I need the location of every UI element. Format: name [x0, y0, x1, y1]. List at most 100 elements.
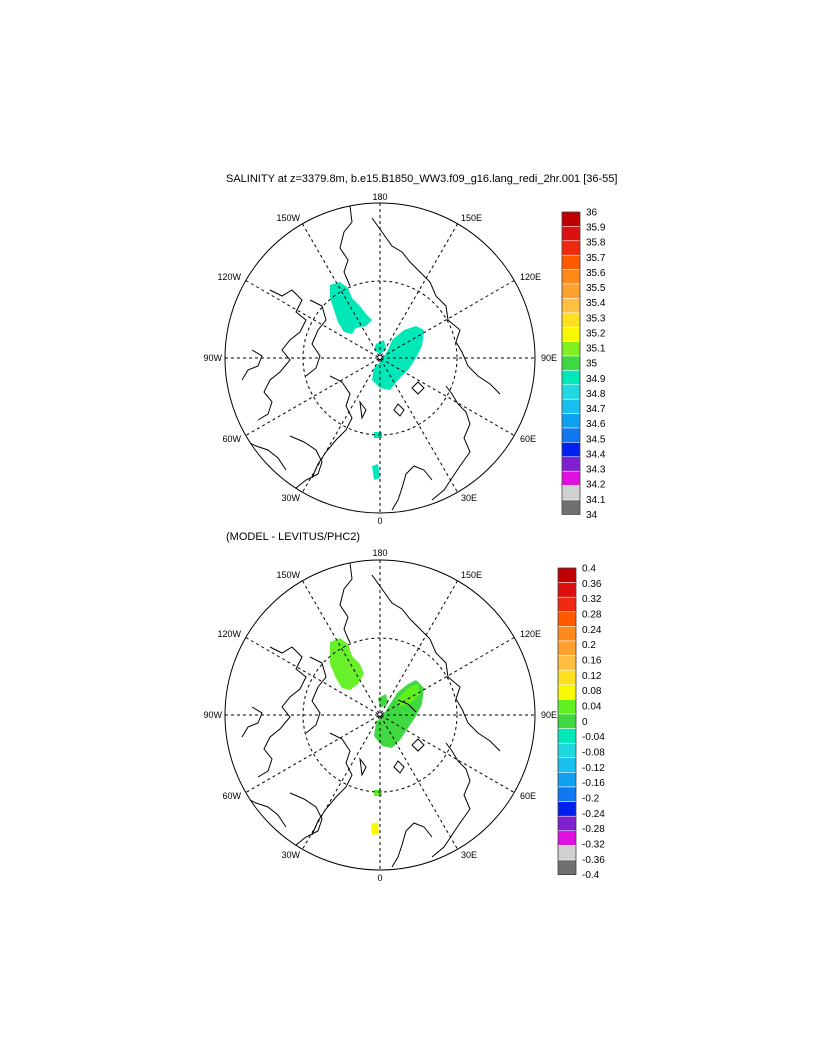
top-lon-label-90e: 90E: [541, 353, 557, 363]
top-colorbar-swatch-13: [561, 398, 581, 414]
top-colorbar-label-4: 35.6: [586, 268, 606, 279]
bottom-colorbar-label-9: 0.04: [582, 701, 602, 712]
bottom-field-region-5: [374, 790, 382, 796]
top-colorbar-swatch-18: [561, 470, 581, 486]
top-colorbar-label-2: 35.8: [586, 238, 606, 249]
top-colorbar-label-18: 34.2: [586, 480, 606, 491]
top-colorbar-label-3: 35.7: [586, 253, 606, 264]
bottom-lon-label-90e: 90E: [541, 710, 557, 720]
top-colorbar-swatch-2: [561, 240, 581, 256]
top-colorbar-label-17: 34.3: [586, 465, 606, 476]
bottom-colorbar-label-5: 0.2: [582, 640, 596, 651]
top-lon-label-150e: 150E: [461, 213, 482, 223]
bottom-colorbar-label-2: 0.32: [582, 594, 602, 605]
bottom-colorbar-label-10: 0: [582, 717, 588, 728]
top-colorbar-swatch-0: [561, 211, 581, 227]
top-colorbar-label-10: 35: [586, 359, 598, 370]
top-lon-label-120e: 120E: [520, 272, 541, 282]
bottom-lon-label-150e: 150E: [461, 570, 482, 580]
bottom-field-region-6: [371, 822, 379, 835]
top-colorbar-swatch-15: [561, 427, 581, 443]
top-colorbar-swatch-5: [561, 283, 581, 299]
bottom-field-region-3: [396, 684, 420, 706]
bottom-colorbar-swatch-13: [557, 757, 577, 773]
bottom-colorbar-label-3: 0.28: [582, 609, 602, 620]
bottom-lon-label-30w: 30W: [281, 850, 300, 860]
bottom-coastlines: [241, 562, 501, 868]
top-coastlines: [241, 205, 501, 511]
bottom-colorbar-swatch-11: [557, 728, 577, 744]
top-map-fields: [241, 205, 501, 511]
top-lon-label-0: 0: [377, 516, 382, 526]
bottom-colorbar-swatch-9: [557, 699, 577, 715]
top-lon-label-30w: 30W: [281, 493, 300, 503]
bottom-colorbar-swatch-17: [557, 815, 577, 832]
bottom-colorbar-label-0: 0.4: [582, 564, 596, 575]
bottom-colorbar-label-8: 0.08: [582, 686, 602, 697]
top-lon-label-90w: 90W: [203, 353, 222, 363]
top-colorbar-label-13: 34.7: [586, 404, 606, 415]
top-field-region-5: [372, 464, 380, 480]
bottom-colorbar-swatch-0: [557, 567, 577, 583]
top-map-title: SALINITY at z=3379.8m, b.e15.B1850_WW3.f…: [226, 173, 618, 185]
bottom-colorbar-label-19: -0.36: [582, 855, 605, 866]
top-colorbar-swatch-9: [561, 341, 581, 357]
bottom-lon-label-60e: 60E: [520, 791, 536, 801]
top-lon-label-120w: 120W: [217, 272, 241, 282]
bottom-colorbar-label-20: -0.4: [582, 870, 600, 881]
bottom-colorbar-label-6: 0.16: [582, 655, 602, 666]
bottom-lon-label-0: 0: [377, 873, 382, 883]
bottom-colorbar-swatch-8: [557, 684, 577, 700]
bottom-lon-label-150w: 150W: [276, 570, 300, 580]
top-colorbar-swatch-8: [561, 326, 581, 342]
bottom-colorbar-swatch-19: [557, 845, 577, 861]
top-colorbar-label-19: 34.1: [586, 495, 606, 506]
top-colorbar-swatch-11: [561, 370, 581, 386]
bottom-map-title: (MODEL - LEVITUS/PHC2): [226, 531, 361, 543]
top-colorbar-label-1: 35.9: [586, 223, 606, 234]
top-colorbar-swatch-14: [561, 413, 581, 429]
bottom-colorbar-label-18: -0.32: [582, 839, 605, 850]
top-colorbar-label-6: 35.4: [586, 298, 606, 309]
top-colorbar-swatch-19: [561, 485, 581, 501]
top-colorbar-label-7: 35.3: [586, 313, 606, 324]
top-colorbar-label-9: 35.1: [586, 344, 606, 355]
bottom-lon-label-90w: 90W: [203, 710, 222, 720]
bottom-graticule: [225, 560, 535, 870]
top-lon-label-150w: 150W: [276, 213, 300, 223]
bottom-colorbar-swatch-14: [557, 772, 577, 788]
bottom-colorbar-swatch-7: [557, 669, 577, 686]
bottom-colorbar-swatch-2: [557, 596, 577, 613]
top-colorbar-label-15: 34.5: [586, 434, 606, 445]
bottom-lon-label-120e: 120E: [520, 629, 541, 639]
top-colorbar-swatch-20: [561, 499, 581, 515]
top-field-region-2: [372, 326, 424, 390]
bottom-lon-label-120w: 120W: [217, 629, 241, 639]
top-colorbar: 36 35.9 35.8 35.7 35.6 35.5 35.4 35.3 35.2 35.1 35…: [561, 208, 606, 521]
top-graticule: [225, 203, 535, 513]
top-colorbar-swatch-1: [561, 226, 581, 242]
bottom-colorbar-label-12: -0.08: [582, 747, 605, 758]
bottom-colorbar-swatch-6: [557, 655, 577, 671]
bottom-colorbar-label-4: 0.24: [582, 625, 602, 636]
top-colorbar-label-20: 34: [586, 510, 598, 521]
top-lon-label-180: 180: [372, 192, 387, 202]
top-colorbar-swatch-3: [561, 254, 581, 270]
bottom-colorbar-label-7: 0.12: [582, 671, 602, 682]
bottom-colorbar-swatch-18: [557, 830, 577, 846]
bottom-lon-label-60w: 60W: [222, 791, 241, 801]
bottom-colorbar-label-15: -0.2: [582, 793, 600, 804]
bottom-colorbar-label-16: -0.24: [582, 809, 605, 820]
bottom-colorbar: 0.4 0.36 0.32 0.28 0.24 0.2 0.16 0.12 0.08 0.04 0 -…: [557, 564, 605, 881]
top-polar-map: 180 0 90W 90E 150W 120W 60W 30W 150E 120…: [203, 192, 605, 526]
top-colorbar-label-5: 35.5: [586, 283, 606, 294]
bottom-colorbar-label-1: 0.36: [582, 579, 602, 590]
bottom-polar-map: 180 0 90W 90E 150W 120W 60W 30W 150E 120…: [203, 548, 605, 883]
top-colorbar-label-0: 36: [586, 208, 598, 219]
top-colorbar-border: [561, 211, 581, 515]
bottom-colorbar-swatch-3: [557, 611, 577, 627]
bottom-colorbar-swatch-12: [557, 742, 577, 759]
bottom-colorbar-label-11: -0.04: [582, 732, 605, 743]
bottom-colorbar-swatch-1: [557, 582, 577, 598]
